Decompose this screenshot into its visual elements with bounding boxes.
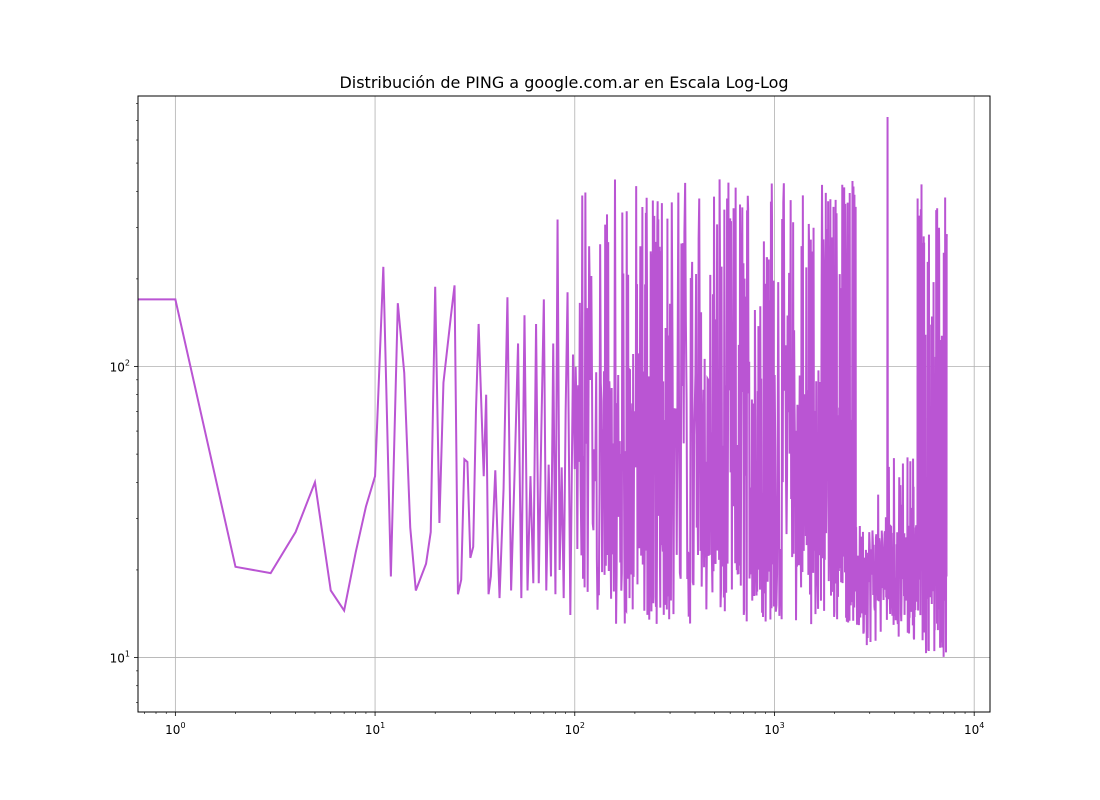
chart-title: Distribución de PING a google.com.ar en … — [339, 73, 788, 92]
y-tick-label: 102 — [110, 359, 130, 375]
x-tick-label: 104 — [964, 721, 984, 737]
plot-frame — [137, 95, 991, 713]
x-tick-label: 102 — [565, 721, 585, 737]
series-line — [138, 116, 948, 657]
x-tick-label: 103 — [764, 721, 784, 737]
series-layer — [138, 116, 948, 657]
x-tick-label: 100 — [165, 721, 185, 737]
y-tick-label: 101 — [110, 650, 130, 666]
x-tick-label: 101 — [365, 721, 385, 737]
x-axis: 100 101 102 103 104 — [144, 712, 984, 737]
y-axis: 101 102 — [110, 103, 138, 703]
